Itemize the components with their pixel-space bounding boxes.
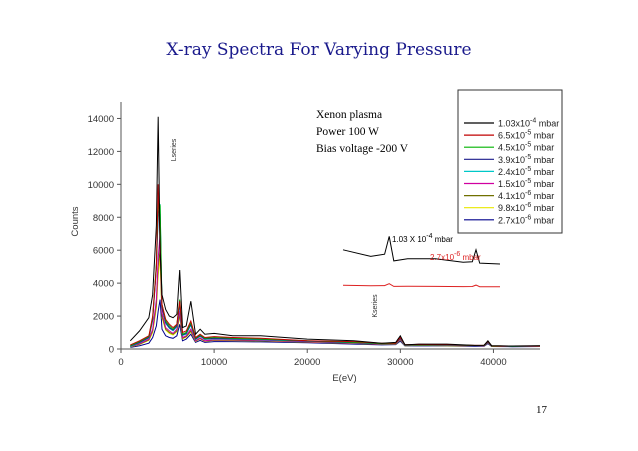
kseries-label: Kseries <box>372 294 379 318</box>
legend-label: 4.5x10-5 mbar <box>498 142 554 153</box>
x-tick-label: 40000 <box>480 357 506 368</box>
legend-label: 9.8x10-6 mbar <box>498 202 554 213</box>
legend-label: 4.1x10-6 mbar <box>498 190 554 201</box>
legend-box <box>457 89 563 234</box>
legend-label: 1.5x10-5 mbar <box>498 178 554 189</box>
inset-low-label: 2.7x10-6 mbar <box>430 251 481 262</box>
lseries-label: Lseries <box>171 138 178 161</box>
legend-label: 2.4x10-5 mbar <box>498 166 554 177</box>
note-line: Xenon plasma <box>316 109 382 121</box>
y-tick-label: 4000 <box>93 279 114 290</box>
inset-high-trace <box>342 236 501 265</box>
x-tick-label: 10000 <box>201 357 227 368</box>
y-axis-label: Counts <box>70 206 81 236</box>
note-line: Bias voltage -200 V <box>316 143 409 155</box>
y-tick-label: 6000 <box>93 246 114 257</box>
legend-label: 2.7x10-6 mbar <box>498 214 554 225</box>
inset-low-trace <box>342 283 501 288</box>
y-tick-label: 14000 <box>88 114 114 125</box>
x-tick-label: 0 <box>118 357 123 368</box>
inset-high-label: 1.03 X 10-4 mbar <box>392 233 453 244</box>
page-number: 17 <box>536 404 547 416</box>
note-line: Power 100 W <box>316 126 379 138</box>
x-tick-label: 20000 <box>294 357 320 368</box>
legend-label: 6.5x10-5 mbar <box>498 130 554 141</box>
y-tick-label: 8000 <box>93 213 114 224</box>
y-tick-label: 2000 <box>93 312 114 323</box>
legend-label: 1.03x10-4 mbar <box>498 118 559 129</box>
y-tick-label: 0 <box>109 345 114 356</box>
series-line-1 <box>129 116 541 347</box>
legend-label: 3.9x10-5 mbar <box>498 154 554 165</box>
y-tick-label: 10000 <box>88 180 114 191</box>
x-axis-label: E(eV) <box>332 373 356 384</box>
y-tick-label: 12000 <box>88 147 114 158</box>
x-tick-label: 30000 <box>387 357 413 368</box>
chart-title: X-ray Spectra For Varying Pressure <box>166 40 472 60</box>
